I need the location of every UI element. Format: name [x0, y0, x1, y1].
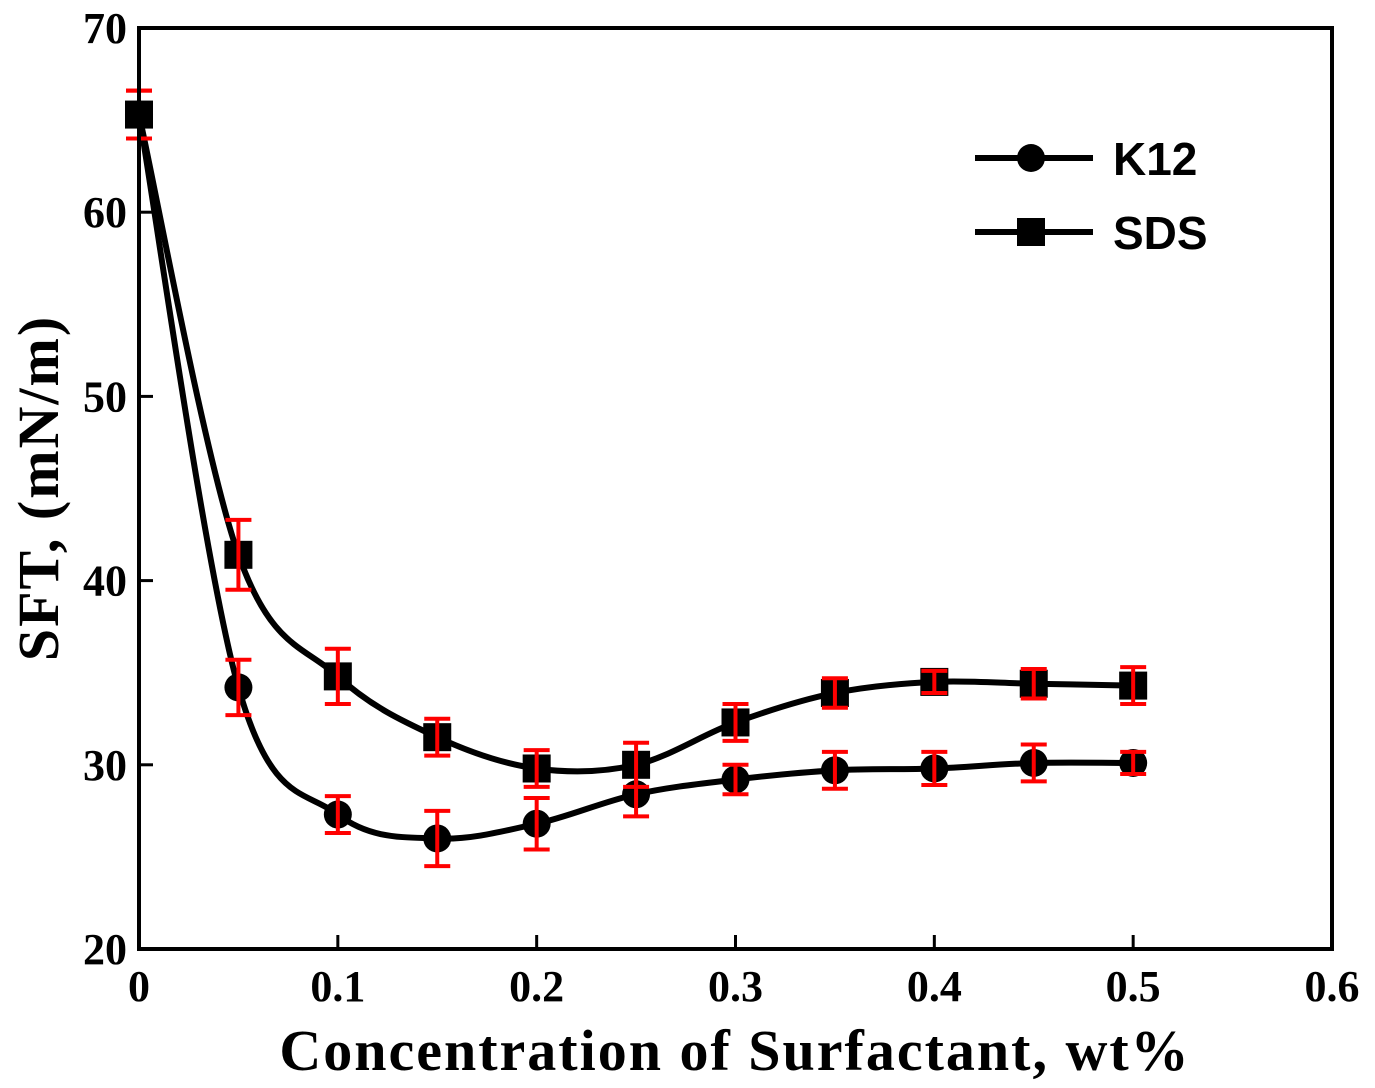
legend: K12 SDS — [975, 133, 1208, 259]
plot-area — [125, 88, 1148, 869]
x-tick-label: 0.4 — [907, 962, 962, 1011]
k12-errorbar — [523, 795, 550, 852]
k12-errorbar — [1020, 742, 1047, 784]
sds-errorbar — [1120, 665, 1147, 707]
legend-k12-label: K12 — [1113, 133, 1197, 185]
y-tick-labels: 20 30 40 50 60 70 — [83, 4, 127, 974]
k12-errorbar — [424, 808, 451, 869]
k12-errorbar — [921, 749, 948, 788]
k12-errorbar — [821, 749, 848, 791]
sds-errorbar — [324, 646, 351, 707]
k12-errorbar — [722, 762, 749, 797]
y-axis-title: SFT, (mN/m) — [6, 315, 71, 661]
sds-errorbar — [1020, 667, 1047, 701]
series-sds — [125, 88, 1148, 789]
k12-errorbar — [324, 794, 351, 835]
x-tick-labels: 0 0.1 0.2 0.3 0.4 0.5 0.6 — [128, 962, 1360, 1011]
k12-line — [136, 114, 1134, 842]
legend-sds-marker — [1017, 218, 1045, 246]
k12-errorbar — [225, 657, 252, 718]
sds-errorbar — [424, 716, 451, 758]
k12-errorbar — [1120, 749, 1147, 777]
y-tick-label: 20 — [83, 925, 127, 974]
sds-errorbar — [225, 517, 252, 592]
y-tick-label: 70 — [83, 4, 127, 53]
x-tick-label: 0 — [128, 962, 150, 1011]
x-axis-title: Concentration of Surfactant, wt% — [279, 1018, 1190, 1083]
axis-ticks — [137, 26, 1334, 951]
y-tick-label: 30 — [83, 741, 127, 790]
x-tick-label: 0.2 — [509, 962, 564, 1011]
legend-k12-marker — [1017, 144, 1045, 172]
y-tick-label: 40 — [83, 557, 127, 606]
x-tick-label: 0.3 — [708, 962, 763, 1011]
y-tick-label: 60 — [83, 188, 127, 237]
x-tick-label: 0.5 — [1106, 962, 1161, 1011]
series-k12 — [125, 88, 1148, 869]
sds-errorbar — [821, 676, 848, 710]
sds-line — [136, 113, 1134, 775]
y-tick-label: 50 — [83, 372, 127, 421]
x-tick-label: 0.6 — [1305, 962, 1360, 1011]
sds-errorbar — [921, 668, 948, 695]
sds-errorbar — [623, 740, 650, 789]
x-tick-label: 0.1 — [310, 962, 365, 1011]
sds-errorbar — [722, 702, 749, 743]
sds-errorbar — [523, 748, 550, 789]
legend-sds-label: SDS — [1113, 207, 1208, 259]
